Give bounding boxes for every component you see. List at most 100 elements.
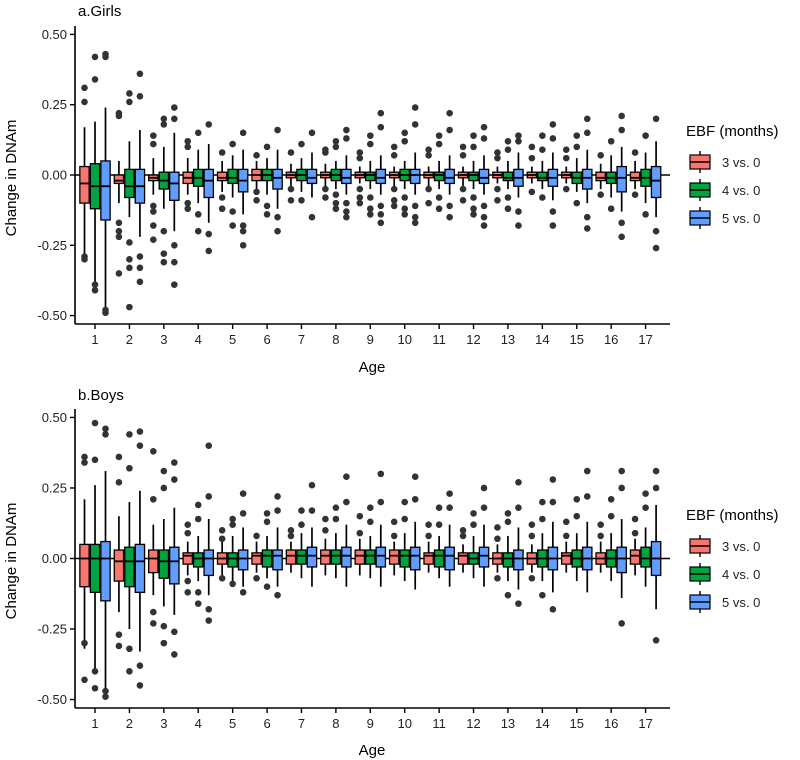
outlier-point bbox=[494, 149, 501, 156]
outlier-point bbox=[136, 682, 144, 689]
x-tick-label: 8 bbox=[332, 332, 339, 347]
outlier-point bbox=[562, 154, 570, 162]
box-3-vs-0-age-3 bbox=[148, 132, 159, 243]
outlier-point bbox=[91, 286, 99, 294]
outlier-point bbox=[343, 126, 350, 134]
box-body bbox=[285, 549, 297, 565]
outlier-point bbox=[332, 205, 340, 213]
outlier-point bbox=[160, 467, 168, 475]
outlier-point bbox=[274, 591, 281, 599]
box-5-vs-0-age-3 bbox=[169, 104, 180, 288]
outlier-point bbox=[597, 521, 604, 528]
box-4-vs-0-age-10 bbox=[399, 129, 411, 218]
outlier-point bbox=[539, 498, 546, 506]
box-body bbox=[272, 168, 283, 190]
box-body bbox=[640, 546, 651, 568]
box-3-vs-0-age-1 bbox=[79, 453, 90, 684]
box-body bbox=[251, 552, 262, 565]
box-5-vs-0-age-6 bbox=[272, 126, 283, 235]
outlier-point bbox=[171, 459, 178, 466]
box-body bbox=[444, 168, 455, 185]
outlier-point bbox=[115, 219, 123, 227]
box-body bbox=[296, 549, 307, 565]
box-body bbox=[502, 552, 514, 568]
box-body bbox=[124, 168, 135, 199]
box-3-vs-0-age-11 bbox=[423, 521, 434, 573]
outlier-point bbox=[274, 213, 281, 221]
box-3-vs-0-age-15 bbox=[560, 518, 572, 573]
box-body bbox=[354, 549, 366, 565]
box-4-vs-0-age-9 bbox=[364, 132, 376, 218]
outlier-point bbox=[150, 140, 157, 148]
outlier-point bbox=[390, 152, 398, 159]
outlier-point bbox=[504, 146, 512, 153]
box-body bbox=[79, 165, 90, 204]
outlier-point bbox=[136, 662, 144, 669]
outlier-point bbox=[539, 194, 546, 201]
y-tick-label: 0.50 bbox=[42, 27, 67, 42]
outlier-point bbox=[298, 140, 305, 148]
outlier-point bbox=[229, 208, 236, 215]
outlier-point bbox=[562, 185, 570, 193]
box-4-vs-0-age-9 bbox=[364, 504, 376, 579]
box-body bbox=[375, 546, 387, 568]
outlier-point bbox=[515, 137, 522, 145]
x-tick-label: 2 bbox=[126, 716, 133, 731]
box-body bbox=[330, 549, 342, 565]
outlier-point bbox=[366, 211, 374, 218]
outlier-point bbox=[390, 532, 398, 540]
outlier-point bbox=[343, 208, 350, 215]
panel-girls: a.Girls Change in DNAm Age -0.50 -0.25 0.0… bbox=[3, 3, 670, 376]
outlier-point bbox=[126, 431, 133, 438]
outlier-point bbox=[218, 149, 226, 156]
outlier-point bbox=[229, 515, 236, 523]
box-4-vs-0-age-12 bbox=[468, 132, 479, 218]
outlier-point bbox=[377, 109, 385, 117]
x-tick-label: 12 bbox=[466, 332, 480, 347]
outlier-point bbox=[126, 303, 133, 311]
box-4-vs-0-age-2 bbox=[124, 431, 135, 675]
outlier-point bbox=[150, 236, 157, 243]
outlier-point bbox=[480, 202, 488, 210]
box-body bbox=[306, 168, 318, 185]
outlier-point bbox=[515, 479, 522, 486]
outlier-point bbox=[390, 202, 398, 210]
outlier-point bbox=[298, 521, 305, 528]
box-body bbox=[581, 168, 593, 190]
box-3-vs-0-age-2 bbox=[113, 109, 125, 277]
outlier-point bbox=[298, 507, 305, 514]
outlier-point bbox=[160, 484, 168, 492]
box-5-vs-0-age-9 bbox=[375, 109, 387, 227]
box-3-vs-0-age-17 bbox=[629, 515, 641, 576]
box-3-vs-0-age-10 bbox=[388, 518, 400, 576]
x-tick-label: 10 bbox=[397, 716, 411, 731]
outlier-point bbox=[411, 202, 419, 210]
outlier-point bbox=[435, 504, 443, 512]
outlier-point bbox=[194, 515, 202, 523]
outlier-point bbox=[515, 600, 522, 607]
outlier-point bbox=[253, 532, 260, 540]
box-5-vs-0-age-11 bbox=[444, 490, 455, 587]
outlier-point bbox=[160, 227, 168, 235]
outlier-point bbox=[607, 512, 615, 520]
outlier-point bbox=[480, 222, 488, 229]
outlier-point bbox=[308, 507, 316, 514]
y-tick-label: 0.25 bbox=[42, 480, 67, 495]
outlier-point bbox=[411, 219, 419, 227]
outlier-point bbox=[356, 199, 364, 207]
box-body bbox=[364, 549, 376, 565]
outlier-point bbox=[274, 493, 281, 500]
y-tick-label: 0.25 bbox=[42, 97, 67, 112]
outlier-point bbox=[549, 605, 557, 613]
outlier-point bbox=[136, 92, 144, 100]
outlier-point bbox=[515, 208, 522, 215]
box-3-vs-0-age-17 bbox=[629, 149, 641, 198]
outlier-point bbox=[150, 495, 157, 503]
outlier-point bbox=[366, 140, 374, 148]
box-3-vs-0-age-9 bbox=[354, 512, 366, 576]
x-tick-label: 15 bbox=[570, 332, 584, 347]
box-4-vs-0-age-17 bbox=[640, 490, 651, 587]
box-4-vs-0-age-4 bbox=[192, 501, 204, 607]
outlier-point bbox=[504, 137, 512, 145]
box-3-vs-0-age-16 bbox=[595, 521, 606, 573]
